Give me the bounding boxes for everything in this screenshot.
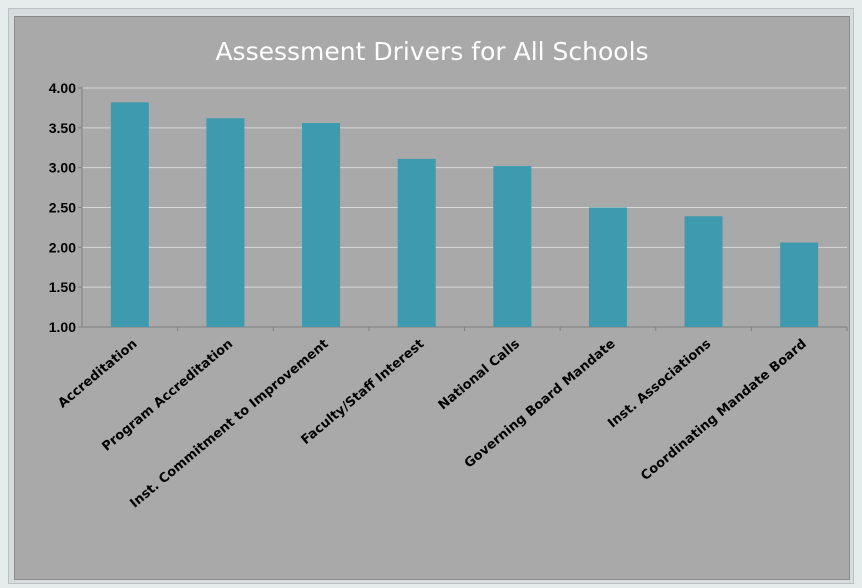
x-category-label: Accreditation [55,337,140,412]
bar-7 [684,216,723,327]
x-category-label: Inst. Commitment to Improvement [127,337,331,512]
x-category-label: Inst. Associations [605,336,714,431]
x-category-label: Governing Board Mandate [462,336,619,471]
bar-5 [493,166,532,327]
y-tick-label: 4.00 [49,80,76,96]
x-category-label: Coordinating Mandate Board [638,337,810,484]
bar-8 [780,242,819,327]
y-tick-label: 3.50 [49,120,76,136]
bar-6 [588,207,627,327]
y-tick-label: 2.50 [49,200,76,216]
x-category-label: National Calls [436,336,523,413]
bar-chart: 1.00 1.50 2.00 2.50 3.00 3.50 4.00 Accreditatio… [49,80,848,512]
bar-2 [206,118,245,327]
bar-1 [110,102,149,327]
bar-3 [302,123,341,327]
y-tick-label: 1.50 [49,279,76,295]
chart-title: Assessment Drivers for All Schools [215,37,649,66]
bar-4 [397,158,436,327]
chart-panel: Assessment Drivers for All Schools 1.00 1… [14,16,850,580]
y-tick-label: 3.00 [49,160,76,176]
y-tick-label: 1.00 [49,319,76,335]
y-tick-label: 2.00 [49,239,76,255]
